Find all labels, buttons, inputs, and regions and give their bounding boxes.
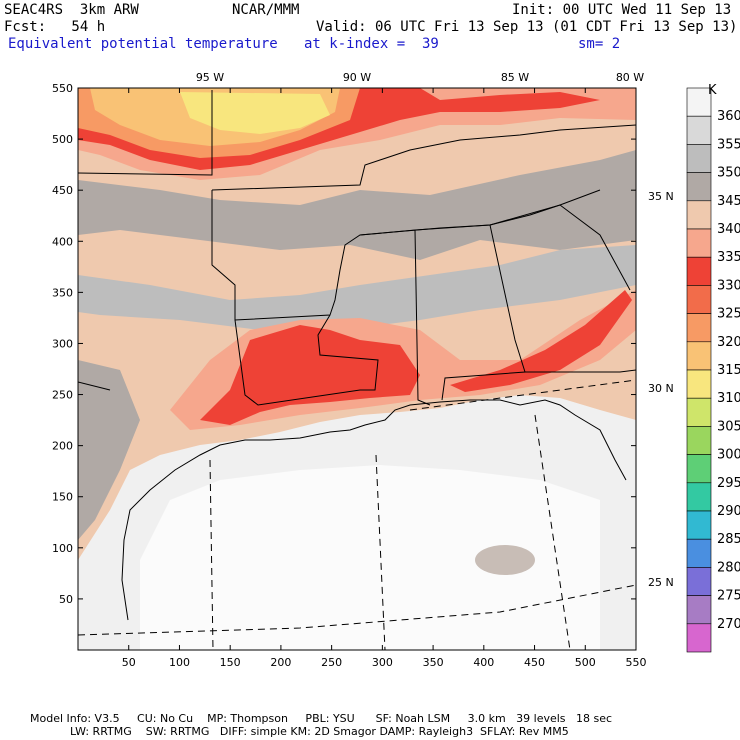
x-tick-label: 50	[122, 656, 136, 669]
colorbar-level: 350	[717, 166, 740, 181]
colorbar-swatch	[686, 510, 712, 540]
y-tick-label: 50	[59, 593, 73, 606]
colorbar-level: 330	[717, 278, 740, 293]
colorbar-swatch	[686, 538, 712, 568]
colorbar-swatch	[686, 623, 712, 653]
colorbar-swatch	[686, 595, 712, 625]
valid-time: Valid: 06 UTC Fri 13 Sep 13 (01 CDT Fri …	[316, 19, 738, 35]
grey-band-north	[78, 150, 636, 260]
graticule	[78, 379, 636, 650]
colorbar-level: 315	[717, 363, 740, 378]
y-tick-label: 550	[52, 82, 73, 95]
gulf-inner	[140, 465, 600, 650]
colorbar-swatch	[686, 482, 712, 512]
colorbar-swatch	[686, 397, 712, 427]
x-tick-label: 450	[524, 656, 545, 669]
lon-label: 85 W	[501, 71, 529, 84]
forecast-hour: Fcst: 54 h	[4, 19, 106, 35]
colorbar-swatch	[686, 200, 712, 230]
colorbar-swatch	[686, 256, 712, 286]
footer-model-info: Model Info: V3.5 CU: No Cu MP: Thompson …	[30, 712, 613, 725]
smoothing-label: sm= 2	[578, 36, 621, 52]
plot-frame	[77, 87, 637, 651]
colorbar-level: 360	[717, 109, 740, 124]
lat-label: 25 N	[648, 576, 674, 589]
geo-labels: 95 W 90 W 85 W 80 W 35 N 30 N 25 N	[196, 71, 674, 589]
colorbar-level: 345	[717, 194, 740, 209]
footer-physics: LW: RRTMG SW: RRTMG DIFF: simple KM: 2D …	[70, 725, 569, 738]
y-tick-label: 250	[52, 389, 73, 402]
coastline	[121, 399, 627, 621]
y-tick-label: 150	[52, 491, 73, 504]
org-label: NCAR/MMM	[232, 2, 300, 18]
grey-band-mid	[78, 245, 636, 330]
y-tick-label: 200	[52, 440, 73, 453]
lat-label: 30 N	[648, 382, 674, 395]
colorbar-swatch	[686, 567, 712, 596]
x-tick-label: 200	[270, 656, 291, 669]
colorbar-level: 295	[717, 476, 740, 491]
colorbar-swatch	[686, 426, 712, 455]
colorbar-swatch	[686, 228, 712, 258]
colorbar-level: 275	[717, 589, 740, 604]
hot-core-louisiana	[200, 325, 420, 425]
state-borders	[78, 90, 636, 406]
colorbar-swatch	[686, 87, 712, 117]
gulf-warm-patch	[475, 545, 535, 575]
lon-label: 90 W	[343, 71, 371, 84]
colorbar-level: 290	[717, 504, 740, 519]
lon-label: 80 W	[616, 71, 644, 84]
colorbar-swatch	[686, 144, 712, 173]
init-time: Init: 00 UTC Wed 11 Sep 13	[512, 2, 732, 18]
y-tick-label: 350	[52, 286, 73, 299]
colorbar-level: 355	[717, 137, 740, 152]
lon-label: 95 W	[196, 71, 224, 84]
grey-band-texas	[78, 360, 140, 540]
colorbar-level: 340	[717, 222, 740, 237]
x-tick-label: 300	[372, 656, 393, 669]
colorbar-level: 300	[717, 448, 740, 463]
x-tick-label: 150	[220, 656, 241, 669]
y-tick-label: 450	[52, 184, 73, 197]
x-tick-label: 250	[321, 656, 342, 669]
y-tick-label: 300	[52, 337, 73, 350]
colorbar-swatch	[686, 313, 712, 343]
model-title: SEAC4RS 3km ARW	[4, 2, 139, 18]
colorbar-level: 270	[717, 617, 740, 632]
x-tick-label: 500	[575, 656, 596, 669]
colorbar-level: 320	[717, 335, 740, 350]
north-band-lightyellow	[180, 92, 330, 134]
colorbar-level: 285	[717, 532, 740, 547]
level-label: at k-index = 39	[304, 36, 439, 52]
colorbar-swatch	[686, 341, 712, 371]
colorbar-swatch	[686, 115, 712, 145]
colorbar-level: 310	[717, 391, 740, 406]
x-tick-label: 350	[423, 656, 444, 669]
colorbar-level: 325	[717, 307, 740, 322]
colorbar-level: 305	[717, 419, 740, 434]
x-tick-label: 400	[473, 656, 494, 669]
colorbar-swatch	[686, 172, 712, 202]
x-tick-label: 550	[626, 656, 647, 669]
colorbar-swatch	[686, 285, 712, 314]
map-field	[78, 88, 636, 650]
y-tick-label: 400	[52, 235, 73, 248]
field-name: Equivalent potential temperature	[8, 36, 278, 52]
lat-label: 35 N	[648, 190, 674, 203]
x-tick-label: 100	[169, 656, 190, 669]
colorbar-swatch	[686, 454, 712, 484]
colorbar-swatch	[686, 369, 712, 399]
colorbar-level: 280	[717, 560, 740, 575]
colorbar-unit: K	[708, 83, 717, 98]
y-tick-label: 500	[52, 133, 73, 146]
axes: 50 100 150 200 250 300 350 400 450 500 550 50 100 150…	[52, 82, 647, 669]
y-tick-label: 100	[52, 542, 73, 555]
colorbar-level: 335	[717, 250, 740, 265]
